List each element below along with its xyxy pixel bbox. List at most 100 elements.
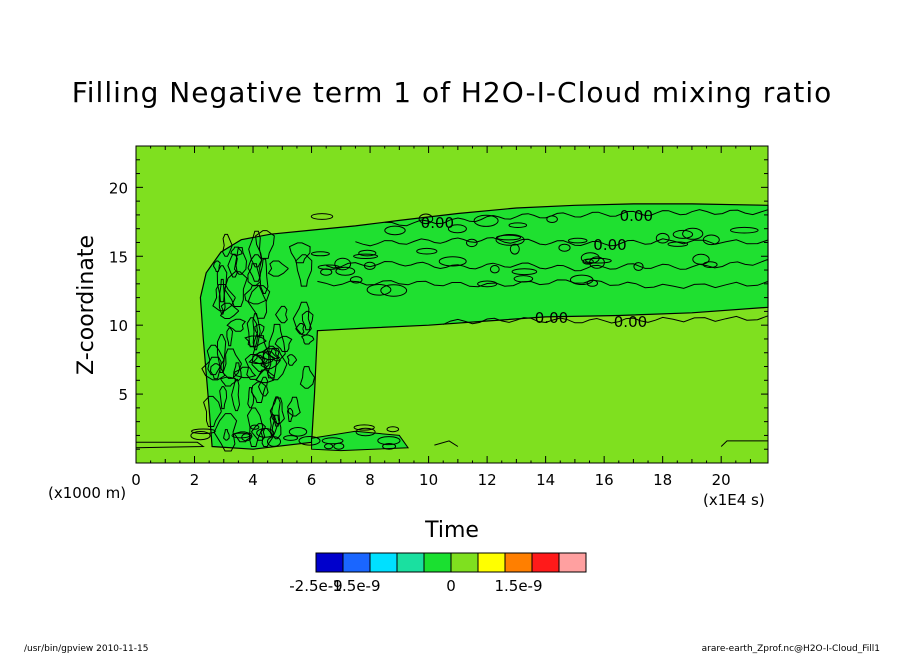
contour-line (567, 237, 588, 244)
x-tick-label: 2 (190, 471, 200, 489)
contour-line (384, 225, 406, 236)
contour-line (256, 428, 275, 438)
y-tick-label: 10 (109, 317, 128, 335)
contour-line (382, 443, 397, 450)
contour-line (355, 427, 376, 437)
contour-line (349, 276, 363, 284)
contour-line (226, 327, 234, 347)
contour-line (730, 226, 759, 234)
contour-line (257, 376, 269, 397)
plot-frame (135, 145, 769, 464)
contour-line (247, 263, 261, 287)
y-tick-label: 15 (109, 248, 128, 266)
contour-line (299, 366, 315, 389)
contour-line (384, 209, 769, 227)
contour-line (355, 237, 769, 247)
contour-line (250, 424, 260, 430)
contour-line (301, 310, 314, 331)
contour-line (298, 436, 321, 446)
colorbar-cell (531, 552, 560, 573)
contour-line (250, 423, 266, 441)
contour-line (191, 428, 216, 435)
colorbar-label: 1.5e-9 (332, 577, 380, 595)
contour-line (353, 253, 379, 259)
colorbar-cell (342, 552, 371, 573)
contour-line (223, 429, 230, 441)
contour-line (216, 265, 228, 303)
contour-line (267, 347, 288, 381)
contour-label: 0.00 (535, 309, 568, 327)
colorbar-cell (369, 552, 398, 573)
contour-line (252, 351, 276, 365)
contour-line (438, 256, 467, 267)
contour-line (219, 386, 228, 410)
contour-line (288, 427, 308, 437)
colorbar-cell (450, 552, 479, 573)
contour-line (295, 323, 305, 335)
contour-line (358, 249, 377, 257)
contour-line (558, 243, 571, 252)
contour-line (292, 301, 312, 336)
contour-line (247, 387, 255, 409)
contour-line (222, 233, 233, 257)
contour-line (288, 242, 311, 264)
colorbar-label: 1.5e-9 (494, 577, 542, 595)
contour-line (233, 247, 247, 275)
contour-line (511, 268, 538, 276)
contour-line (201, 356, 226, 381)
contour-line (495, 234, 525, 246)
contour-line (232, 362, 242, 382)
x-tick-label: 6 (307, 471, 317, 489)
contour-line (585, 257, 612, 264)
contour-line (508, 222, 528, 228)
contour-line (380, 284, 408, 297)
contour-line (190, 431, 211, 441)
y-tick-label: 20 (109, 179, 128, 197)
contour-line (320, 268, 333, 276)
contour-line (267, 436, 281, 447)
y-axis-label: Z-coordinate (74, 235, 99, 375)
contour-line (212, 260, 221, 272)
contour-line (442, 315, 769, 325)
contour-line (473, 214, 499, 227)
x-tick-label: 20 (712, 471, 731, 489)
contour-line (241, 433, 252, 442)
contour-line (274, 305, 288, 324)
y-tick-label: 5 (118, 386, 128, 404)
contour-line (434, 440, 459, 447)
y-unit-label: (x1000 m) (48, 484, 126, 502)
contour-line (227, 253, 238, 278)
contour-line (672, 229, 694, 239)
contour-label: 0.00 (421, 214, 454, 232)
axes: 0 2 4 6 8 10 12 14 16 18 20 5 10 15 20 (109, 145, 769, 489)
contour-line (477, 280, 498, 288)
x-tick-label: 16 (595, 471, 614, 489)
contour-line (231, 432, 251, 439)
low-cloud-region (311, 430, 410, 452)
contour-line (268, 323, 286, 362)
x-unit-label: (x1E4 s) (703, 491, 765, 509)
contour-line (231, 378, 241, 412)
contour-line (569, 274, 594, 285)
contour-line (247, 285, 271, 319)
contour-line (321, 437, 344, 445)
contour-line (310, 251, 330, 257)
contour-line (287, 396, 301, 417)
contour-line (203, 395, 222, 427)
contour-line (250, 381, 267, 403)
contour-line (248, 354, 269, 364)
x-tick-label: 8 (365, 471, 375, 489)
contour-line (667, 241, 689, 247)
plot-area: 0.00 0.00 0.00 0.00 0.00 (135, 146, 769, 463)
cloud-region (199, 203, 769, 450)
footer-left: /usr/bin/gpview 2010-11-15 (24, 644, 148, 654)
colorbar-cell (315, 552, 344, 573)
contour-line (335, 266, 356, 276)
contour-line (363, 261, 376, 270)
contour-line (317, 279, 769, 289)
contour-line (267, 260, 289, 277)
contour-line (271, 414, 282, 440)
contour-line (283, 435, 299, 441)
colorbar-cell (396, 552, 425, 573)
contour-line (260, 351, 281, 370)
